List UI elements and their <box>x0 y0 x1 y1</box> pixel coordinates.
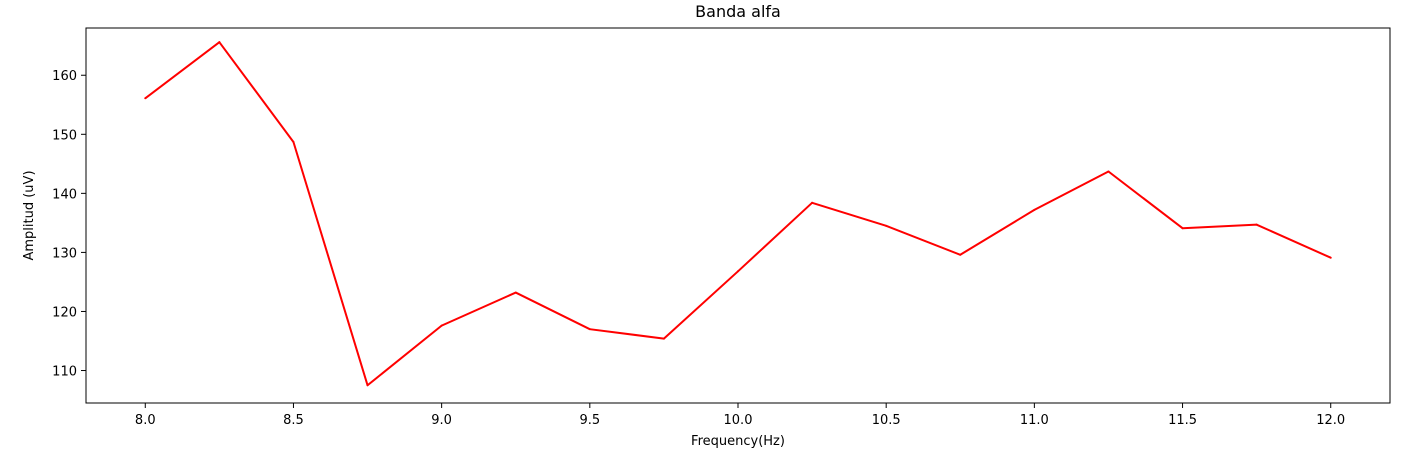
y-axis-label: Amplitud (uV) <box>22 170 37 260</box>
y-tick-label: 150 <box>52 128 77 143</box>
data-point <box>292 140 295 143</box>
y-tick-label: 140 <box>52 187 77 202</box>
data-point <box>144 97 147 100</box>
y-tick-label: 120 <box>52 305 77 320</box>
x-tick-label: 10.0 <box>724 413 753 428</box>
data-point <box>737 270 739 273</box>
x-tick-label: 8.5 <box>283 413 304 428</box>
data-point <box>440 324 443 327</box>
x-tick-label: 9.0 <box>431 413 452 428</box>
data-point <box>811 201 814 204</box>
x-tick-label: 9.5 <box>579 413 600 428</box>
x-tick-label: 11.5 <box>1168 413 1197 428</box>
data-point <box>588 328 591 331</box>
plot-area <box>144 41 1332 387</box>
data-point <box>1181 227 1184 230</box>
x-tick-label: 11.0 <box>1020 413 1049 428</box>
data-point <box>1329 256 1332 259</box>
x-axis: 8.0 8.5 9.0 9.5 10.0 10.5 11.0 11.5 12.0 <box>135 403 1345 428</box>
y-tick-label: 160 <box>52 69 77 84</box>
data-point <box>1107 170 1110 173</box>
data-point <box>959 253 962 256</box>
x-axis-label: Frequency(Hz) <box>691 434 785 449</box>
data-point <box>366 384 369 387</box>
x-tick-label: 10.5 <box>872 413 901 428</box>
data-point <box>218 41 221 44</box>
data-point <box>514 291 517 294</box>
series-line <box>144 41 1332 387</box>
plot-frame <box>85 27 1391 404</box>
data-point <box>885 224 888 227</box>
y-axis: 110 120 130 140 150 160 <box>52 69 86 380</box>
data-point <box>1255 223 1258 226</box>
y-tick-label: 130 <box>52 246 77 261</box>
x-tick-label: 8.0 <box>135 413 156 428</box>
chart-title: Banda alfa <box>695 2 781 21</box>
x-tick-label: 12.0 <box>1316 413 1345 428</box>
y-tick-label: 110 <box>52 365 77 380</box>
data-point <box>662 337 665 340</box>
data-point <box>1033 208 1036 211</box>
